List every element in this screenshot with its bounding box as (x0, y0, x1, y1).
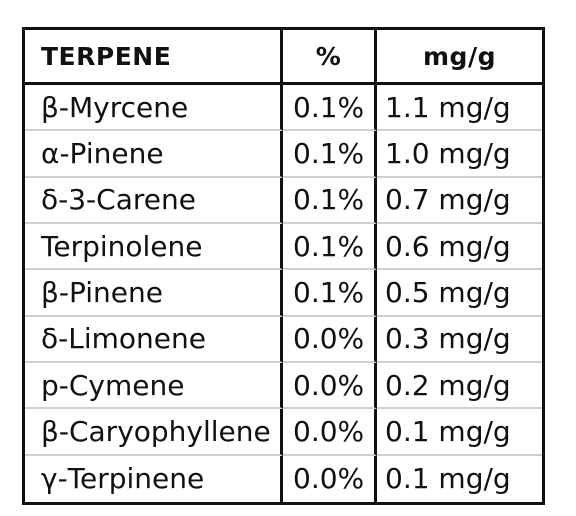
mg-per-g-cell: 1.1 mg/g (377, 85, 542, 132)
header-percent: % (283, 30, 377, 85)
percent-cell: 0.0% (283, 455, 377, 502)
terpene-name-cell: β-Caryophyllene (25, 409, 283, 456)
percent-cell: 0.0% (283, 409, 377, 456)
percent-cell: 0.1% (283, 131, 377, 178)
mg-per-g-cell: 0.1 mg/g (385, 462, 511, 496)
header-terpene: TERPENE (25, 30, 283, 85)
terpene-table: TERPENE % mg/g β-Myrcene 0.1% 1.1 mg/g α… (22, 27, 545, 505)
mg-per-g-cell: 1.0 mg/g (377, 131, 542, 178)
percent-cell: 0.0% (283, 316, 377, 363)
terpene-name-cell: α-Pinene (25, 131, 283, 178)
terpene-name-cell: δ-3-Carene (25, 177, 283, 224)
terpene-name-cell: p-Cymene (25, 362, 283, 410)
mg-per-g-cell: 0.6 mg/g (377, 224, 542, 271)
percent-cell: 0.0% (283, 362, 377, 410)
terpene-name-cell: δ-Limonene (25, 316, 283, 363)
header-mg-per-g: mg/g (377, 30, 542, 85)
terpene-name-cell: β-Myrcene (25, 85, 283, 132)
percent-cell: 0.1% (283, 177, 377, 224)
mg-per-g-cell: 0.3 mg/g (377, 317, 542, 363)
mg-per-g-cell: 0.5 mg/g (377, 270, 542, 317)
terpene-name-cell: Terpinolene (25, 223, 283, 271)
terpene-name-cell: γ-Terpinene (25, 455, 283, 502)
terpene-name-cell: β-Pinene (25, 270, 283, 317)
percent-cell: 0.1% (283, 85, 377, 132)
mg-per-g-cell: 0.2 mg/g (377, 363, 542, 410)
mg-per-g-cell: 0.7 mg/g (377, 178, 542, 224)
mg-per-g-cell: 0.1 mg/g (377, 409, 542, 456)
percent-cell: 0.1% (283, 223, 377, 271)
percent-cell: 0.1% (283, 270, 377, 317)
